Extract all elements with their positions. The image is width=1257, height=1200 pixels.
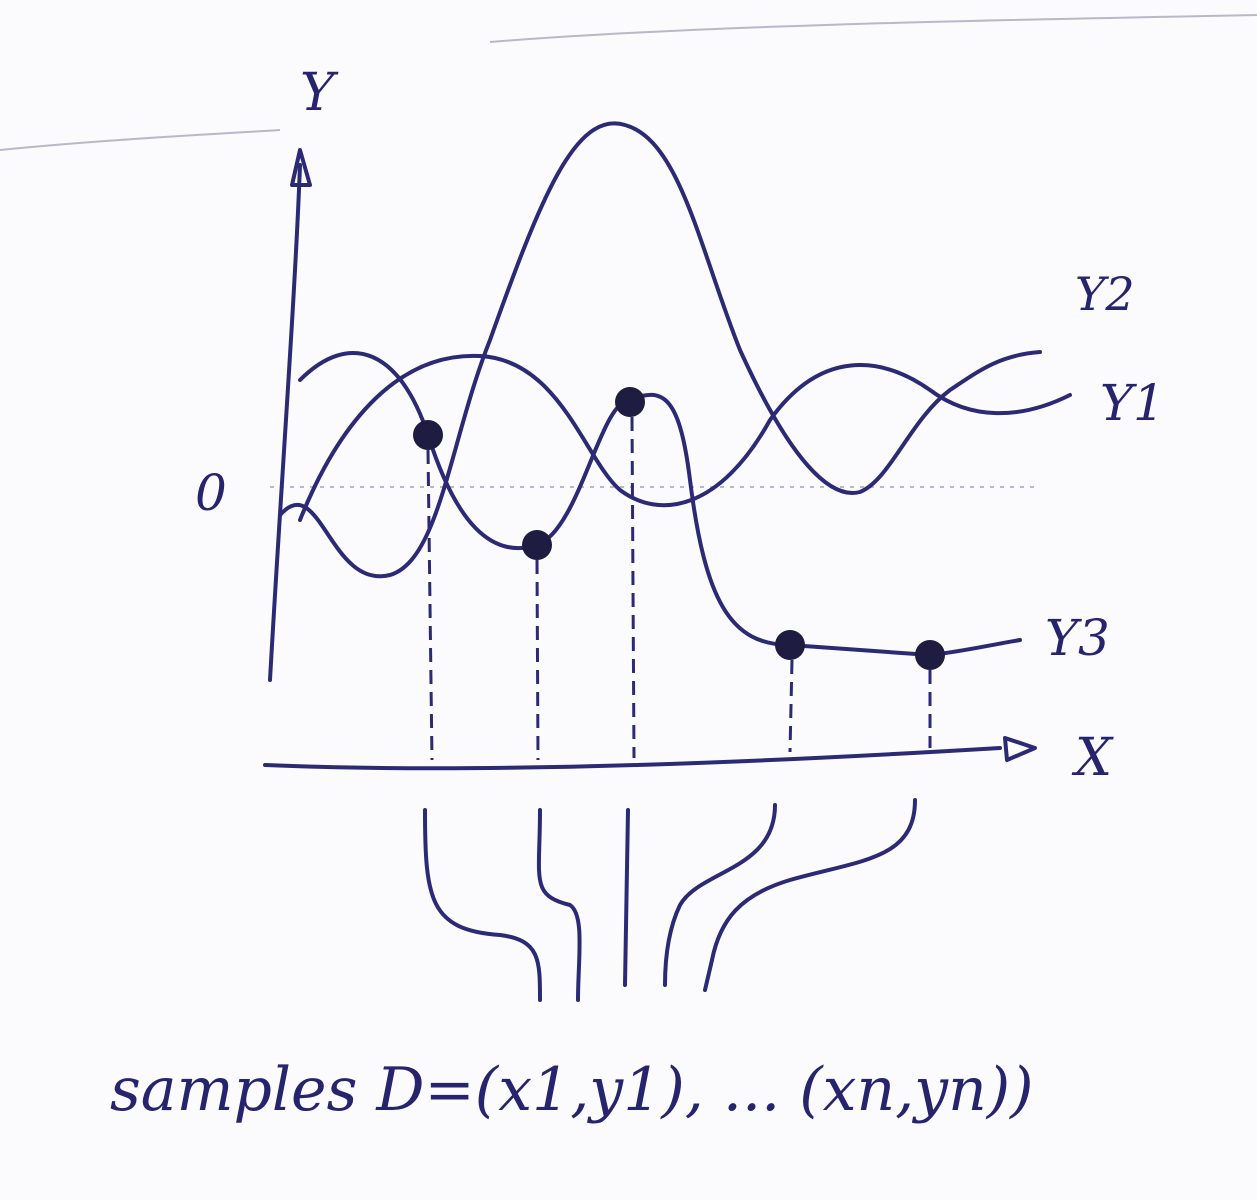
caption: samples D=(x1,y1), ... (xn,yn))	[110, 1055, 1034, 1125]
drop-lines	[426, 416, 932, 761]
origin-label: 0	[195, 464, 227, 522]
sample-point	[615, 387, 645, 417]
connector	[423, 808, 542, 1002]
sample-point	[915, 640, 945, 670]
x-axis	[263, 746, 1002, 771]
paper-line	[0, 129, 281, 151]
connector	[536, 808, 582, 1002]
y-arrow	[290, 148, 312, 187]
curve	[278, 121, 1042, 579]
y-axis	[268, 163, 302, 682]
sample-point	[522, 530, 552, 560]
curve-label: Y3	[1045, 609, 1110, 667]
x-axis-label: X	[1071, 728, 1114, 788]
curve	[298, 353, 1072, 522]
y-axis-label: Y	[300, 63, 339, 123]
connector	[623, 808, 630, 987]
connector	[703, 798, 917, 992]
curve-label: Y1	[1100, 374, 1165, 432]
sample-point	[775, 630, 805, 660]
curve-label: Y2	[1075, 267, 1135, 321]
connector	[663, 803, 777, 987]
x-arrow	[1003, 736, 1037, 762]
paper-line	[489, 14, 1257, 43]
sample-point	[413, 420, 443, 450]
sample-points	[413, 387, 945, 670]
